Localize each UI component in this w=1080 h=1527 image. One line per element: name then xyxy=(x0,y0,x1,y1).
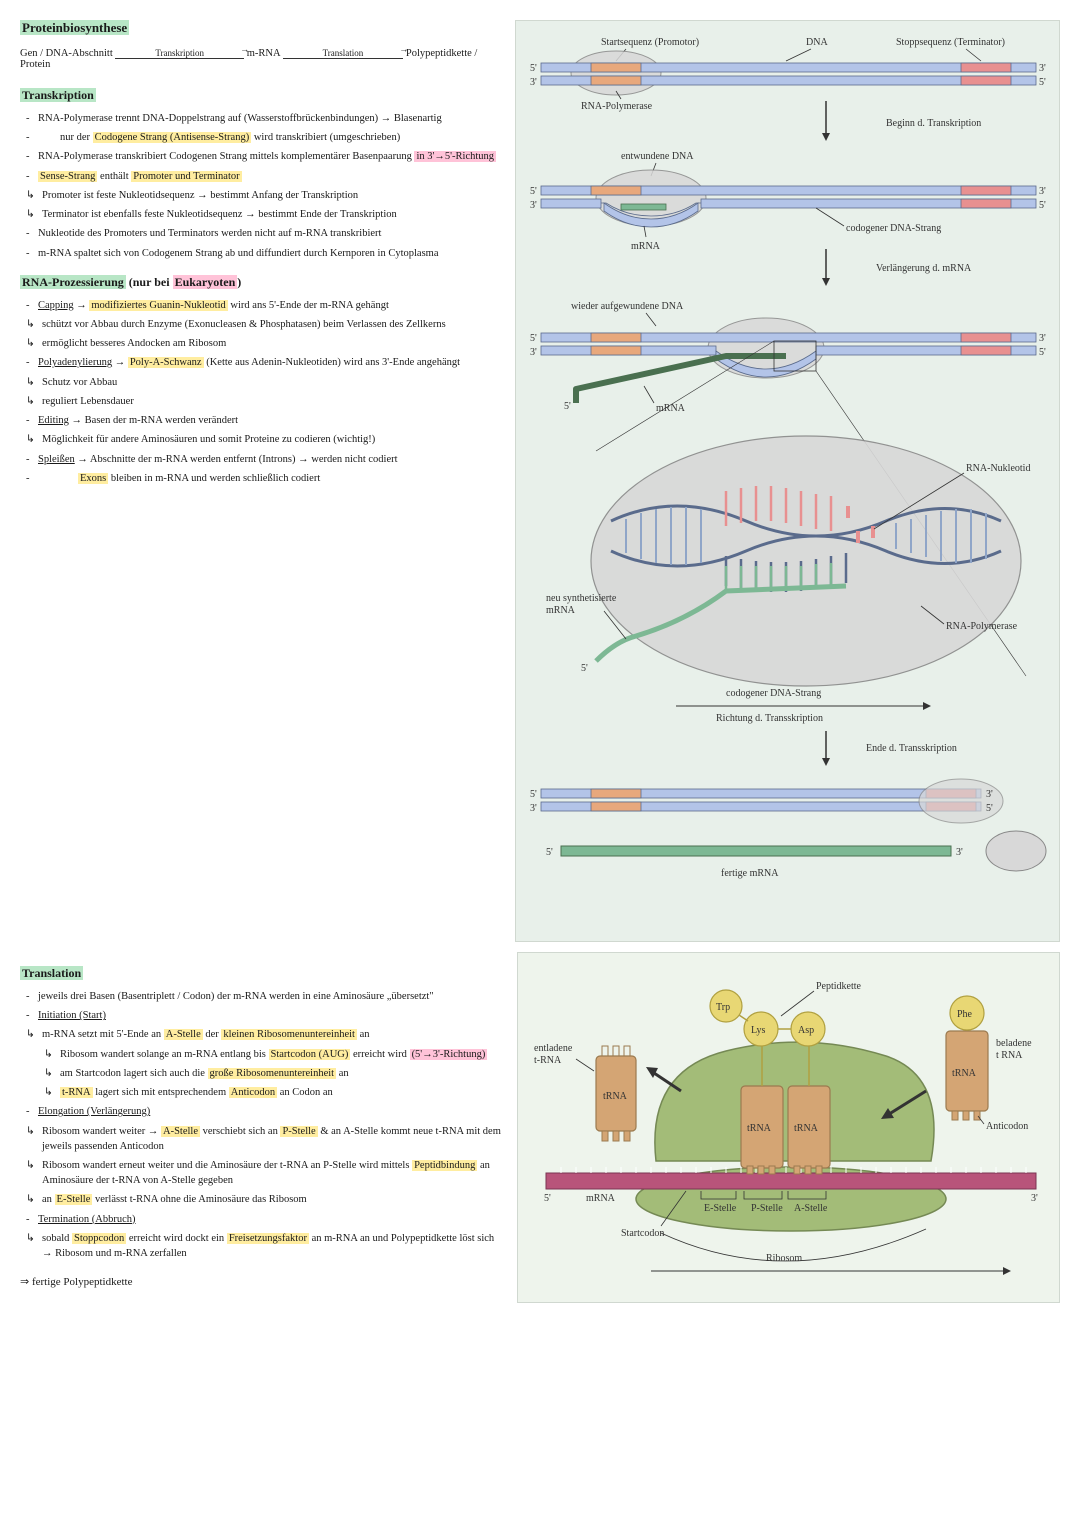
svg-text:3': 3' xyxy=(986,789,993,800)
svg-text:3': 3' xyxy=(956,847,963,858)
trna-e: tRNA xyxy=(596,1046,636,1141)
label-fertige: fertige mRNA xyxy=(721,868,779,879)
svg-text:5': 5' xyxy=(530,789,537,800)
translation-heading: Translation xyxy=(20,966,507,981)
svg-text:P-Stelle: P-Stelle xyxy=(751,1203,783,1214)
label-rnapoly: RNA-Polymerase xyxy=(581,101,653,112)
prozessierung-notes: Capping → modifiziertes Guanin-Nukleotid… xyxy=(20,298,505,313)
notes-left-column: Proteinbiosynthese Gen / DNA-Abschnitt T… xyxy=(20,20,505,942)
label-verlaengerung: Verlängerung d. mRNA xyxy=(876,263,972,274)
svg-text:3': 3' xyxy=(1039,186,1046,197)
translation-notes: Translation jeweils drei Basen (Basentri… xyxy=(20,952,507,1303)
svg-text:tRNA: tRNA xyxy=(794,1123,819,1134)
label-nukleotid: RNA-Nukleotid xyxy=(966,463,1030,474)
label-entladene: entladene xyxy=(534,1043,573,1054)
svg-text:5': 5' xyxy=(546,847,553,858)
svg-text:Phe: Phe xyxy=(957,1009,973,1020)
translation-diagram: 5' 3' mRNA tRNA tRNA xyxy=(517,952,1060,1303)
svg-text:3': 3' xyxy=(1039,333,1046,344)
label-ende: Ende d. Transskription xyxy=(866,743,957,754)
svg-text:A-Stelle: A-Stelle xyxy=(794,1203,828,1214)
svg-text:3': 3' xyxy=(1031,1193,1038,1204)
trna-a: tRNA xyxy=(788,1086,830,1174)
label-stopseq: Stoppsequenz (Terminator) xyxy=(896,37,1005,48)
label-wieder: wieder aufgewundene DNA xyxy=(571,301,684,312)
svg-text:3': 3' xyxy=(530,200,537,211)
svg-text:t RNA: t RNA xyxy=(996,1050,1023,1061)
svg-text:3': 3' xyxy=(530,77,537,88)
svg-text:5': 5' xyxy=(544,1193,551,1204)
label-startseq: Startsequenz (Promotor) xyxy=(601,37,699,48)
label-richtung: Richtung d. Transskription xyxy=(716,713,823,724)
svg-text:3': 3' xyxy=(1039,63,1046,74)
label-beladene: beladene xyxy=(996,1038,1032,1049)
transkription-heading: Transkription xyxy=(20,88,505,103)
prozessierung-heading: RNA-Prozessierung (nur bei Eukaryoten) xyxy=(20,275,505,290)
svg-text:mRNA: mRNA xyxy=(546,605,576,616)
svg-text:5': 5' xyxy=(986,803,993,814)
svg-text:t-RNA: t-RNA xyxy=(534,1055,562,1066)
label-peptidkette: Peptidkette xyxy=(816,981,862,992)
trna-incoming: tRNA Phe xyxy=(946,996,988,1120)
synthesis-flow: Gen / DNA-Abschnitt Transkription m-RNA … xyxy=(20,48,505,70)
main-title: Proteinbiosynthese xyxy=(20,20,505,36)
label-codogener2: codogener DNA-Strang xyxy=(726,688,821,699)
final-result: fertige Polypeptidkette xyxy=(20,1275,507,1288)
label-beginn: Beginn d. Transkription xyxy=(886,118,981,129)
transkription-notes: RNA-Polymerase trennt DNA-Doppelstrang a… xyxy=(20,111,505,184)
svg-text:5': 5' xyxy=(1039,77,1046,88)
svg-text:5': 5' xyxy=(1039,200,1046,211)
label-ribosom: Ribosom xyxy=(766,1253,802,1264)
svg-text:5': 5' xyxy=(581,663,588,674)
label-anticodon: Anticodon xyxy=(986,1121,1028,1132)
svg-text:5': 5' xyxy=(530,333,537,344)
label-mrna1: mRNA xyxy=(631,241,661,252)
svg-text:5': 5' xyxy=(530,63,537,74)
label-neusynth: neu synthetisierte xyxy=(546,593,617,604)
label-entwundene: entwundene DNA xyxy=(621,151,694,162)
label-rnapoly2: RNA-Polymerase xyxy=(946,621,1018,632)
svg-text:E-Stelle: E-Stelle xyxy=(704,1203,737,1214)
label-mrna2: mRNA xyxy=(586,1193,616,1204)
dna-strand-4 xyxy=(541,789,981,811)
svg-text:5': 5' xyxy=(564,401,571,412)
svg-text:tRNA: tRNA xyxy=(952,1068,977,1079)
svg-text:Lys: Lys xyxy=(751,1025,766,1036)
svg-text:5': 5' xyxy=(530,186,537,197)
svg-text:Asp: Asp xyxy=(798,1025,814,1036)
svg-text:3': 3' xyxy=(530,347,537,358)
transcription-diagram: Startsequenz (Promotor) DNA Stoppsequenz… xyxy=(515,20,1060,942)
label-codogener1: codogener DNA-Strang xyxy=(846,223,941,234)
svg-text:tRNA: tRNA xyxy=(747,1123,772,1134)
label-dna: DNA xyxy=(806,37,828,48)
svg-text:5': 5' xyxy=(1039,347,1046,358)
svg-text:tRNA: tRNA xyxy=(603,1091,628,1102)
svg-text:Trp: Trp xyxy=(716,1002,730,1013)
svg-text:3': 3' xyxy=(530,803,537,814)
label-startcodon: Startcodon xyxy=(621,1228,664,1239)
trna-p: tRNA xyxy=(741,1086,783,1174)
